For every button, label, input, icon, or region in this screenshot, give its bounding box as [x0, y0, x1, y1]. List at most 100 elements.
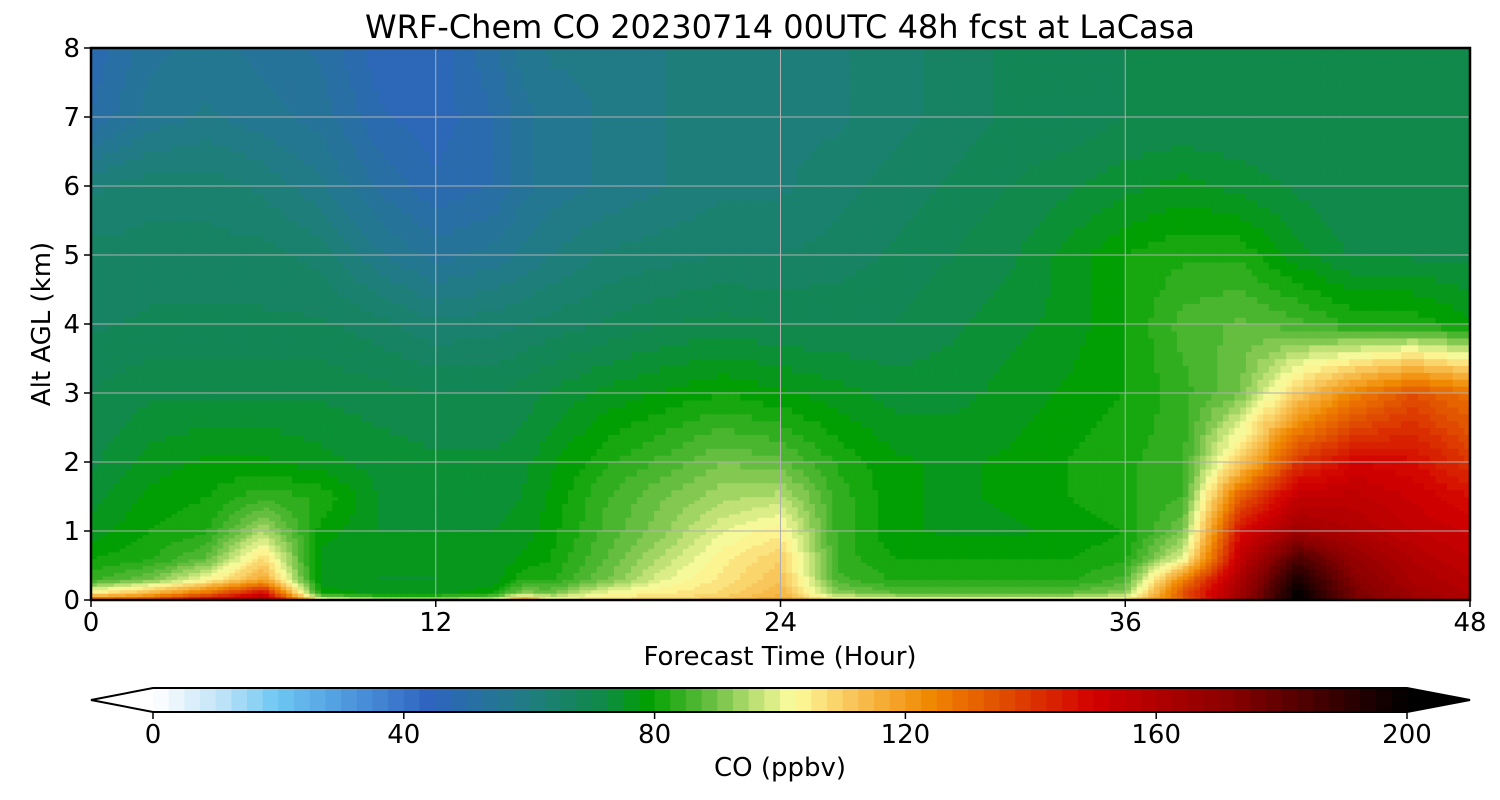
co-cell — [872, 582, 879, 587]
co-cell — [1349, 537, 1356, 542]
co-cell — [1148, 562, 1155, 567]
co-cell — [498, 572, 506, 577]
co-cell — [1447, 572, 1454, 577]
co-cell — [1412, 565, 1419, 570]
co-cell — [975, 534, 983, 539]
co-cell — [1205, 544, 1213, 549]
co-cell — [188, 582, 196, 587]
co-cell — [688, 575, 695, 580]
co-cell — [131, 534, 138, 539]
co-cell — [1332, 572, 1339, 577]
co-cell — [705, 531, 713, 536]
co-cell — [1004, 572, 1011, 577]
co-cell — [677, 555, 684, 560]
co-cell — [918, 558, 925, 563]
co-cell — [791, 593, 799, 598]
co-cell — [1165, 575, 1172, 580]
co-cell — [435, 531, 443, 536]
co-cell — [430, 572, 437, 577]
co-cell — [458, 572, 466, 577]
co-cell — [648, 544, 655, 549]
co-cell — [315, 579, 322, 584]
co-cell — [326, 586, 333, 591]
co-cell — [1131, 596, 1138, 600]
co-cell — [280, 568, 287, 573]
co-cell — [1153, 589, 1161, 594]
co-cell — [1217, 548, 1224, 553]
co-cell — [1125, 586, 1132, 591]
co-cell — [1119, 593, 1126, 598]
co-cell — [269, 555, 276, 560]
co-cell — [1205, 596, 1213, 600]
co-cell — [148, 572, 155, 577]
co-cell — [1217, 544, 1224, 549]
co-cell — [947, 575, 954, 580]
co-cell — [441, 562, 448, 567]
co-cell — [320, 572, 328, 577]
co-cell — [855, 586, 862, 591]
co-cell — [1182, 555, 1190, 560]
co-cell — [820, 548, 828, 553]
co-cell — [119, 558, 127, 563]
co-cell — [177, 558, 184, 563]
co-cell — [1349, 548, 1356, 553]
co-cell — [1274, 589, 1281, 594]
co-cell — [786, 558, 793, 563]
co-cell — [1395, 555, 1402, 560]
co-cell — [1464, 548, 1470, 553]
co-cell — [182, 582, 190, 587]
co-cell — [481, 593, 489, 598]
co-cell — [1280, 558, 1287, 563]
co-cell — [487, 579, 494, 584]
co-cell — [441, 572, 448, 577]
co-cell — [1464, 593, 1470, 598]
co-cell — [1441, 544, 1448, 549]
co-cell — [1188, 551, 1195, 556]
co-cell — [786, 531, 793, 536]
co-cell — [906, 572, 914, 577]
co-cell — [246, 582, 253, 587]
co-cell — [619, 527, 626, 532]
co-cell — [723, 555, 730, 560]
co-cell — [533, 582, 540, 587]
co-cell — [389, 534, 397, 539]
co-cell — [1245, 541, 1253, 546]
co-cell — [958, 579, 965, 584]
co-cell — [1286, 596, 1293, 600]
co-cell — [280, 582, 287, 587]
co-cell — [1125, 589, 1132, 594]
co-cell — [326, 534, 333, 539]
co-cell — [803, 575, 810, 580]
co-cell — [717, 586, 724, 591]
co-cell — [257, 555, 264, 560]
co-cell — [125, 531, 132, 536]
co-cell — [1039, 586, 1046, 591]
co-cell — [952, 555, 960, 560]
co-cell — [608, 537, 615, 542]
co-cell — [223, 531, 230, 536]
co-cell — [1039, 555, 1046, 560]
co-cell — [1343, 565, 1350, 570]
co-cell — [498, 589, 506, 594]
co-cell — [1176, 582, 1184, 587]
co-cell — [332, 572, 339, 577]
co-cell — [384, 562, 391, 567]
co-cell — [1240, 555, 1247, 560]
co-cell — [395, 589, 402, 594]
co-cell — [1062, 527, 1069, 532]
co-cell — [866, 582, 874, 587]
co-cell — [906, 596, 914, 600]
co-cell — [1113, 551, 1121, 556]
co-cell — [952, 544, 960, 549]
co-cell — [1119, 568, 1126, 573]
co-cell — [791, 537, 799, 542]
co-cell — [573, 568, 580, 573]
co-cell — [315, 596, 322, 600]
co-cell — [481, 558, 489, 563]
co-cell — [820, 589, 828, 594]
co-cell — [814, 596, 822, 600]
co-cell — [1085, 544, 1092, 549]
co-cell — [355, 541, 362, 546]
co-cell — [843, 575, 851, 580]
co-cell — [136, 589, 144, 594]
